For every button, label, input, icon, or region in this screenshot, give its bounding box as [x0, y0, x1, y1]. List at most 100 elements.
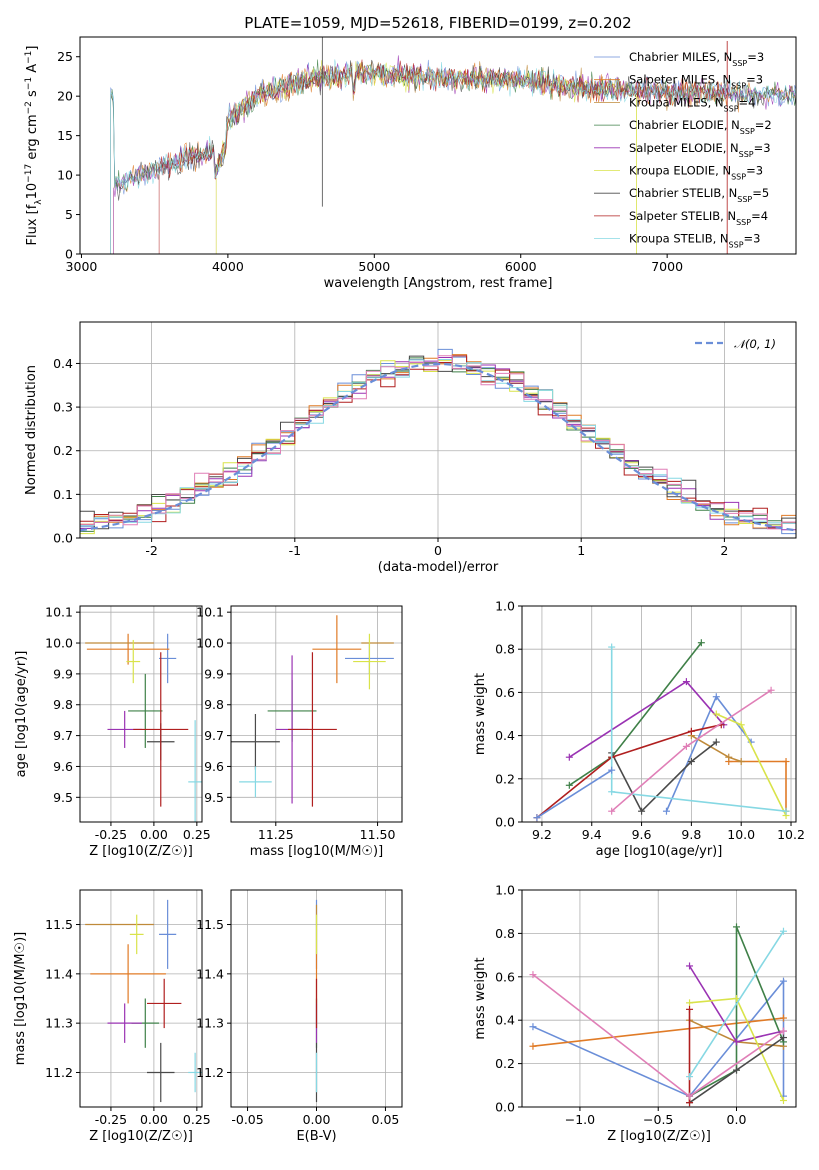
- x-tick-label: 4000: [212, 259, 244, 274]
- spectrum-plot: [110, 37, 796, 254]
- weight-series-2: [728, 760, 787, 812]
- weight-vs-age-plot: [533, 639, 790, 822]
- normal-curve: [80, 362, 796, 532]
- legend-label: Chabrier STELIB, NSSP=5: [629, 186, 769, 204]
- axes-frame: [79, 889, 203, 1108]
- y-tick-label: 0.8: [495, 642, 515, 657]
- x-tick-label: -2: [145, 543, 157, 558]
- x-tick-label: 0.05: [372, 1112, 400, 1127]
- age-vs-mass-plot: [231, 615, 394, 807]
- y-tick-label: 0.0: [53, 531, 73, 546]
- spectrum-line-9: [110, 59, 796, 254]
- x-tick-label: 11.25: [258, 827, 294, 842]
- x-tick-label: 11.50: [360, 827, 396, 842]
- x-tick-label: 0.00: [140, 827, 168, 842]
- axes-frame: [521, 889, 797, 1108]
- y-tick-label: 11.5: [196, 917, 224, 932]
- y-tick-label: 0.0: [495, 815, 515, 830]
- x-tick-label: 9.2: [532, 827, 552, 842]
- y-axis-label: age [log10(age/yr)]: [14, 651, 29, 778]
- y-tick-label: 0.2: [53, 443, 73, 458]
- legend-label: Chabrier MILES, NSSP=3: [629, 50, 764, 68]
- y-tick-label: 1.0: [495, 599, 515, 614]
- figure-title: PLATE=1059, MJD=52618, FIBERID=0199, z=0…: [244, 14, 631, 32]
- x-tick-label: 0: [434, 543, 442, 558]
- y-axis-label: Flux [fλ10−17 erg cm−2 s−1 A−1]: [24, 46, 44, 246]
- age-vs-Z-panel: -0.25 0.00 0.25 9.5 9.6 9.7 9.8 9.9 10.0 10.1 Z [l…: [14, 605, 211, 859]
- x-tick-label: 0.0: [727, 1112, 747, 1127]
- legend-name: Chabrier MILES, N: [629, 50, 732, 64]
- y-tick-label: 9.7: [204, 728, 224, 743]
- y-axis-label-part: ]: [25, 46, 40, 51]
- y-axis-label: mass weight: [473, 957, 488, 1039]
- legend-name: Kroupa ELODIE, N: [629, 164, 731, 178]
- x-tick-label: -1: [289, 543, 301, 558]
- x-tick-label: -0.05: [231, 1112, 263, 1127]
- x-tick-label: -0.25: [95, 1112, 127, 1127]
- x-tick-label: −0.5: [643, 1112, 673, 1127]
- y-axis-label-part: −1: [24, 77, 34, 90]
- legend-count: =5: [752, 186, 769, 200]
- y-tick-label: 0.4: [495, 1013, 515, 1028]
- y-tick-label: 15: [57, 128, 73, 143]
- legend-subscript: SSP: [724, 104, 739, 113]
- x-axis-label: Z [log10(Z/Z☉)]: [607, 1129, 711, 1144]
- y-tick-label: 9.5: [204, 790, 224, 805]
- y-axis-label-part: A: [25, 64, 40, 77]
- y-tick-label: 11.2: [45, 1065, 73, 1080]
- spectrum-line-8: [158, 59, 729, 254]
- y-axis-label: Normed distribution: [24, 365, 39, 495]
- axes-frame: [79, 321, 797, 539]
- x-tick-label: 0.25: [183, 1112, 211, 1127]
- y-tick-label: 0.2: [495, 1056, 515, 1071]
- x-axis-label: Z [log10(Z/Z☉)]: [89, 844, 193, 859]
- x-tick-label: 0.00: [140, 1112, 168, 1127]
- y-tick-label: 20: [57, 89, 73, 104]
- y-axis-label-part: −1: [24, 51, 34, 64]
- legend-label: 𝒩(0, 1): [734, 337, 776, 351]
- y-tick-label: 9.6: [53, 759, 73, 774]
- spectrum-panel: 3000 4000 5000 6000 7000 0 5 10 15 20 25 wavelength…: [24, 36, 797, 291]
- legend-count: =4: [739, 95, 756, 109]
- axes-frame: [521, 605, 797, 823]
- y-axis-label: mass weight: [473, 673, 488, 755]
- x-tick-label: 9.6: [632, 827, 652, 842]
- x-tick-label: 7000: [651, 259, 683, 274]
- mass-vs-EBV-panel: -0.05 0.00 0.05 11.2 11.3 11.4 11.5 E(B-V): [196, 889, 403, 1144]
- x-tick-label: 0.00: [303, 1112, 331, 1127]
- legend-subscript: SSP: [731, 172, 746, 181]
- weight-vs-Z-plot: [529, 923, 787, 1107]
- spectrum-line-7: [110, 59, 796, 254]
- x-axis-label: wavelength [Angstrom, rest frame]: [324, 276, 553, 291]
- legend-label: Salpeter STELIB, NSSP=4: [629, 209, 768, 227]
- legend-count: =3: [747, 50, 764, 64]
- y-axis-label-part: −17: [24, 164, 34, 183]
- y-tick-label: 25: [57, 49, 73, 64]
- legend-name: Chabrier ELODIE, N: [629, 118, 740, 132]
- y-tick-label: 0.6: [495, 969, 515, 984]
- axes-frame: [230, 889, 403, 1108]
- legend-subscript: SSP: [736, 217, 751, 226]
- legend-label: Kroupa STELIB, NSSP=3: [629, 232, 760, 250]
- x-axis-label: Z [log10(Z/Z☉)]: [89, 1129, 193, 1144]
- weight-series-7: [610, 741, 717, 813]
- y-tick-label: 0.1: [53, 487, 73, 502]
- weight-series-2: [532, 1017, 784, 1047]
- y-tick-label: 11.2: [196, 1065, 224, 1080]
- age-vs-mass-panel: 11.25 11.50 9.5 9.6 9.7 9.8 9.9 10.0 10.1 mass [l…: [196, 605, 403, 859]
- y-tick-label: 11.3: [196, 1016, 224, 1031]
- legend-name: Kroupa STELIB, N: [629, 232, 729, 246]
- y-tick-label: 9.6: [204, 759, 224, 774]
- y-axis-label-part: erg cm: [25, 114, 40, 163]
- x-tick-label: 6000: [505, 259, 537, 274]
- x-tick-label: 3000: [66, 259, 98, 274]
- y-tick-label: 0.8: [495, 926, 515, 941]
- x-tick-label: 1: [577, 543, 585, 558]
- x-tick-label: 2: [720, 543, 728, 558]
- legend-label: Salpeter ELODIE, NSSP=3: [629, 141, 771, 159]
- y-tick-label: 0: [65, 247, 73, 262]
- y-tick-label: 0.3: [53, 400, 73, 415]
- x-axis-label: E(B-V): [296, 1129, 336, 1144]
- legend-count: =3: [754, 141, 771, 155]
